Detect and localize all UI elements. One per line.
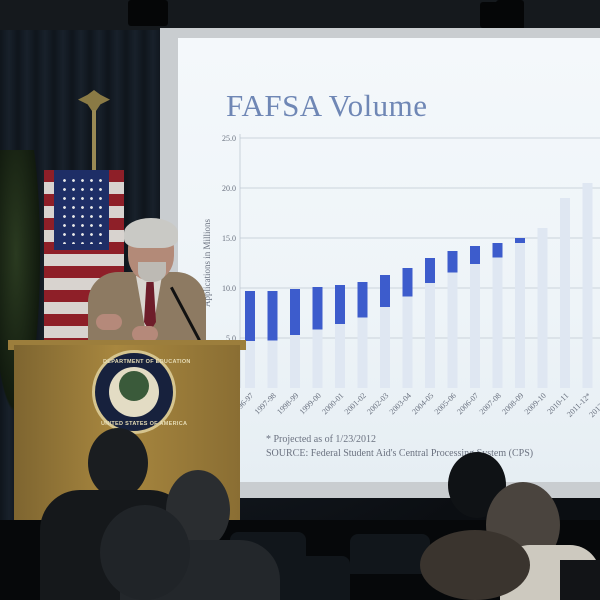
x-tick-label: 2004-05 (410, 391, 435, 416)
y-tick-label: 5.0 (226, 334, 236, 343)
bar (492, 243, 503, 388)
projection-screen: FAFSA Volume 5.0 10.0 15.0 20.0 25.0 Applicat… (178, 38, 600, 482)
bar (402, 268, 413, 388)
bar (290, 289, 300, 388)
y-axis-label: Applications in Millions (202, 219, 212, 307)
speaker-tie (144, 282, 156, 332)
x-tick-label: 2008-09 (500, 391, 525, 416)
seal-text-top: DEPARTMENT OF EDUCATION (103, 359, 191, 365)
bar-highlight-segment (425, 258, 435, 283)
bar (582, 183, 593, 388)
ceiling-light (496, 0, 524, 30)
audience-head (420, 530, 530, 600)
x-tick-label: 1998-99 (275, 391, 300, 416)
x-tick-label: 2009-10 (523, 391, 548, 416)
bar (335, 285, 345, 388)
bar (447, 251, 458, 388)
bar-highlight-segment (492, 243, 503, 258)
bar-highlight-segment (245, 291, 255, 341)
audience-head (88, 428, 148, 498)
y-tick-label: 20.0 (222, 184, 236, 193)
x-tick-label: 2000-01 (320, 391, 345, 416)
audience-head (100, 505, 190, 600)
bar-highlight-segment (447, 251, 458, 273)
department-of-education-seal: DEPARTMENT OF EDUCATION UNITED STATES OF… (92, 350, 190, 434)
seat (350, 534, 430, 574)
bar (537, 228, 548, 388)
x-tick-label: 2001-02 (343, 391, 368, 416)
bar-highlight-segment (402, 268, 413, 297)
tree-icon (119, 371, 149, 401)
slide-footnote: * Projected as of 1/23/2012 (266, 434, 376, 445)
bar (560, 198, 570, 388)
x-tick-label: 2002-03 (365, 391, 390, 416)
bar-highlight-segment (357, 282, 368, 318)
speaker-beard (138, 262, 166, 282)
seal-text-bottom: UNITED STATES OF AMERICA (101, 421, 188, 427)
bar-highlight-segment (380, 275, 390, 307)
bar (470, 246, 480, 388)
fafsa-bar-chart: 5.0 10.0 15.0 20.0 25.0 Applications in Milli… (202, 134, 600, 419)
x-tick-label: 1999-00 (298, 391, 323, 416)
y-tick-label: 15.0 (222, 234, 236, 243)
bar (425, 258, 435, 388)
audience-member (560, 560, 600, 600)
bar (515, 238, 525, 388)
bar (380, 275, 390, 388)
y-tick-label: 10.0 (222, 284, 236, 293)
bar-highlight-segment (290, 289, 300, 335)
speaker-hand (96, 314, 122, 330)
bar-highlight-segment (515, 238, 525, 243)
bar-highlight-segment (267, 291, 278, 341)
x-tick-label: 2006-07 (455, 391, 480, 416)
bar (357, 282, 368, 388)
bar (312, 287, 323, 388)
y-tick-label: 25.0 (222, 134, 236, 143)
speaker-hair (124, 218, 178, 248)
bar-highlight-segment (312, 287, 323, 330)
slide-source: SOURCE: Federal Student Aid's Central Pr… (266, 448, 534, 459)
ceiling-light (128, 0, 168, 26)
x-tick-label: 2007-08 (478, 391, 503, 416)
x-tick-label: 2003-04 (388, 391, 413, 416)
slide-title: FAFSA Volume (226, 88, 428, 123)
x-tick-label: 1997-98 (253, 391, 278, 416)
speaker-hand (132, 326, 158, 342)
x-tick-label: 2005-06 (433, 391, 458, 416)
bar-highlight-segment (335, 285, 345, 324)
bar-highlight-segment (470, 246, 480, 264)
